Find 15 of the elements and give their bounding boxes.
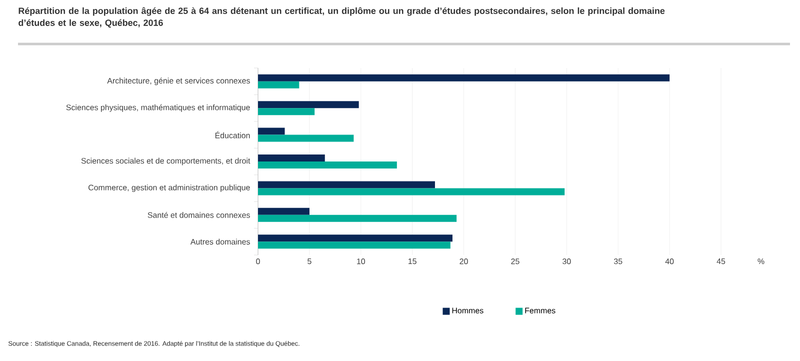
bar xyxy=(258,154,325,162)
bar xyxy=(258,162,397,168)
bar xyxy=(258,208,310,215)
bar xyxy=(258,188,565,196)
bar xyxy=(258,234,452,242)
bar xyxy=(258,134,354,142)
bar xyxy=(258,181,435,188)
bar xyxy=(258,242,450,249)
bar xyxy=(258,74,670,82)
bar xyxy=(258,128,285,135)
bar xyxy=(258,101,359,108)
chart-title: Répartition de la population âgée de 25 à 64 ans détenant un certificat, un diplôme ou un grade d’études postsecondaires, selon le principal domaine d’études et le sexe, Québec, 2016 xyxy=(18,7,665,28)
bar xyxy=(258,214,457,222)
bar xyxy=(258,108,315,116)
bar xyxy=(258,81,300,88)
